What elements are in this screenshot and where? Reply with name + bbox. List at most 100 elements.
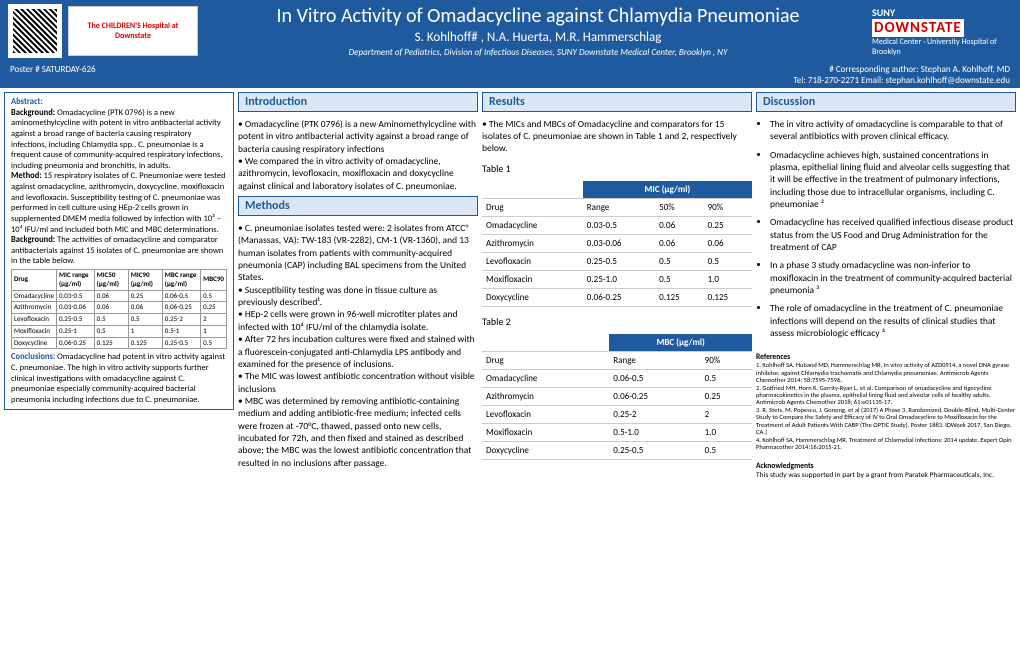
t1-cell: 0.06 [655, 217, 703, 235]
t2-cell: 1.0 [701, 424, 752, 442]
t2-head: MBC (µg/ml) [609, 334, 752, 352]
header: The CHILDREN'S Hospital at Downstate In … [0, 0, 1020, 62]
conc-label: Conclusions: [11, 352, 55, 362]
poster-number: Poster # SATURDAY-626 [10, 64, 96, 86]
abs-cell: 0.06 [94, 290, 128, 302]
t2-col: Range [609, 352, 700, 370]
t2-cell: 0.25-0.5 [609, 442, 700, 460]
t1-cell: 0.03-0.06 [583, 235, 655, 253]
abstract-bg: Background: Omadacycline (PTK 0796) is a… [11, 108, 227, 172]
t1-col: Drug [482, 199, 583, 217]
authors: S. Kohlhoff# , N.A. Huerta, M.R. Hammers… [214, 30, 862, 45]
abs-cell: Moxifloxacin [12, 325, 57, 337]
abs-cell: 0.25-0.5 [56, 314, 94, 326]
abs-cell: 0.03-0.06 [56, 302, 94, 314]
poster-title: In Vitro Activity of Omadacycline agains… [214, 4, 862, 28]
t2-cell: 0.5 [701, 370, 752, 388]
abs-cell: 2 [201, 314, 227, 326]
intro-b2: • We compared the in vitro activity of o… [238, 155, 478, 192]
t1-cell: 0.06 [704, 235, 752, 253]
table1-label: Table 1 [482, 162, 752, 175]
t2-col: 90% [701, 352, 752, 370]
t2-cell: 0.25 [701, 388, 752, 406]
abstract-bg2: Background: The activities of omadacycli… [11, 235, 227, 267]
disc-item: The role of omadacycline in the treatmen… [770, 302, 1016, 339]
abs-th: MIC90 (µg/ml) [128, 270, 162, 291]
t1-cell: Azithromycin [482, 235, 583, 253]
t1-cell: 0.125 [655, 289, 703, 307]
abs-cell: Doxycycline [12, 337, 57, 349]
t2-cell: 2 [701, 406, 752, 424]
bg-label: Background: [11, 108, 55, 118]
abs-cell: Omadacycline [12, 290, 57, 302]
abs-cell: 0.5 [128, 314, 162, 326]
method-label: Method: [11, 171, 42, 181]
abs-cell: 1 [201, 325, 227, 337]
abs-cell: 0.06 [128, 302, 162, 314]
t1-cell: 0.5 [655, 271, 703, 289]
t2-cell: Doxycycline [482, 442, 609, 460]
methods-title: Methods [238, 196, 478, 216]
t2-cell: 0.5-1.0 [609, 424, 700, 442]
contact-block: # Corresponding author: Stephan A. Kohlh… [793, 64, 1010, 86]
methods-body: • C. pneumoniae isolates tested were: 2 … [238, 222, 478, 469]
t2-cell: Moxifloxacin [482, 424, 609, 442]
abs-th: MIC50 (µg/ml) [94, 270, 128, 291]
abs-cell: 1 [128, 325, 162, 337]
t1-cell: Omadacycline [482, 217, 583, 235]
abstract-table: DrugMIC range (µg/ml)MIC50 (µg/ml)MIC90 … [11, 269, 227, 349]
col-intro-methods: Introduction • Omadacycline (PTK 0796) i… [238, 92, 478, 663]
t1-cell: 0.03-0.5 [583, 217, 655, 235]
suny-top: SUNY [872, 6, 895, 19]
t1-cell: 0.06-0.25 [583, 289, 655, 307]
ref-item: 4. Kohlhoff SA, Hammerschlag MR. Treatme… [756, 437, 1016, 452]
t2-cell: 0.5 [701, 442, 752, 460]
results-title: Results [482, 92, 752, 112]
col-results: Results • The MICs and MBCs of Omadacycl… [482, 92, 752, 663]
abs-th: MBC range (µg/ml) [162, 270, 200, 291]
abs-cell: 0.5 [201, 337, 227, 349]
m-b6: • MBC was determined by removing antibio… [238, 395, 478, 469]
references: References 1. Kohlhoff SA, Huband MD, Ha… [756, 354, 1016, 452]
disc-item: The in vitro activity of omadacycline is… [770, 118, 1016, 143]
t1-col: 90% [704, 199, 752, 217]
abs-th: MIC range (µg/ml) [56, 270, 94, 291]
suny-logo: SUNY DOWNSTATE Medical Center · Universi… [872, 6, 1012, 56]
abs-cell: 0.5-1 [162, 325, 200, 337]
t1-cell: 0.25-1.0 [583, 271, 655, 289]
col-discussion: Discussion The in vitro activity of omad… [756, 92, 1016, 663]
intro-b1: • Omadacycline (PTK 0796) is a new Amino… [238, 118, 478, 155]
t1-cell: Doxycycline [482, 289, 583, 307]
t2-cell: 0.06-0.5 [609, 370, 700, 388]
method-text: 15 respiratory isolates of C. Pneumoniae… [11, 171, 226, 234]
abs-cell: 0.5 [94, 314, 128, 326]
t1-cell: 0.125 [704, 289, 752, 307]
t1-cell: 1.0 [704, 271, 752, 289]
t1-cell: 0.25-0.5 [583, 253, 655, 271]
abs-th: Drug [12, 270, 57, 291]
abs-cell: 0.25-2 [162, 314, 200, 326]
abs-cell: 0.03-0.5 [56, 290, 94, 302]
t2-cell: 0.25-2 [609, 406, 700, 424]
abs-cell: 0.25-0.5 [162, 337, 200, 349]
abstract-method: Method: 15 respiratory isolates of C. Pn… [11, 171, 227, 235]
abs-cell: Azithromycin [12, 302, 57, 314]
abs-cell: 0.06-0.25 [56, 337, 94, 349]
ref-item: 3. R. Stets, M. Popescu, J. Gonong, et a… [756, 407, 1016, 437]
m-b3: • HEp-2 cells were grown in 96-well micr… [238, 308, 478, 333]
results-intro: • The MICs and MBCs of Omadacycline and … [482, 118, 752, 154]
t1-cell: 0.06 [655, 235, 703, 253]
t1-cell: 0.5 [655, 253, 703, 271]
ref-item: 2. Gotfried MH, Horn K, Garrity-Ryan L, … [756, 385, 1016, 407]
abs-cell: 0.06-0.25 [162, 302, 200, 314]
disc-item: In a phase 3 study omadacycline was non-… [770, 259, 1016, 296]
t1-col: Range [583, 199, 655, 217]
ack-title: Acknowledgments [756, 462, 1016, 471]
abs-cell: 0.25 [128, 290, 162, 302]
abs-cell: Levofloxacin [12, 314, 57, 326]
disc-item: Omadacycline has received qualified infe… [770, 216, 1016, 253]
abs-th: MBC90 [201, 270, 227, 291]
table1: MIC (µg/ml) DrugRange50%90% Omadacycline… [482, 181, 752, 307]
qr-code [8, 4, 62, 58]
col-abstract: Abstract: Background: Omadacycline (PTK … [4, 92, 234, 663]
